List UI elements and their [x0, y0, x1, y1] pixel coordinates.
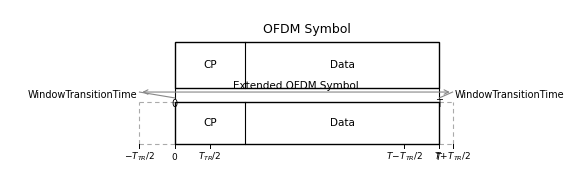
- Text: T: T: [436, 99, 442, 109]
- Text: $-T_{TR}/2$: $-T_{TR}/2$: [124, 151, 155, 163]
- Text: $T_{TR}/2$: $T_{TR}/2$: [199, 151, 222, 163]
- Text: Data: Data: [330, 118, 354, 128]
- Text: $T\!-\!T_{TR}/2$: $T\!-\!T_{TR}/2$: [386, 151, 423, 163]
- Text: $0$: $0$: [171, 151, 178, 162]
- Text: CP: CP: [203, 60, 217, 70]
- Bar: [175, 102, 439, 143]
- Text: $T$: $T$: [435, 151, 443, 162]
- Text: Data: Data: [330, 60, 354, 70]
- Text: CP: CP: [203, 118, 217, 128]
- Text: WindowTransitionTime: WindowTransitionTime: [455, 90, 564, 100]
- Bar: [175, 42, 439, 88]
- Text: OFDM Symbol: OFDM Symbol: [263, 23, 351, 36]
- Text: $T\!+\!T_{TR}/2$: $T\!+\!T_{TR}/2$: [434, 151, 471, 163]
- Text: WindowTransitionTime: WindowTransitionTime: [28, 90, 137, 100]
- Text: Extended OFDM Symbol: Extended OFDM Symbol: [233, 81, 359, 91]
- Text: 0: 0: [172, 99, 178, 109]
